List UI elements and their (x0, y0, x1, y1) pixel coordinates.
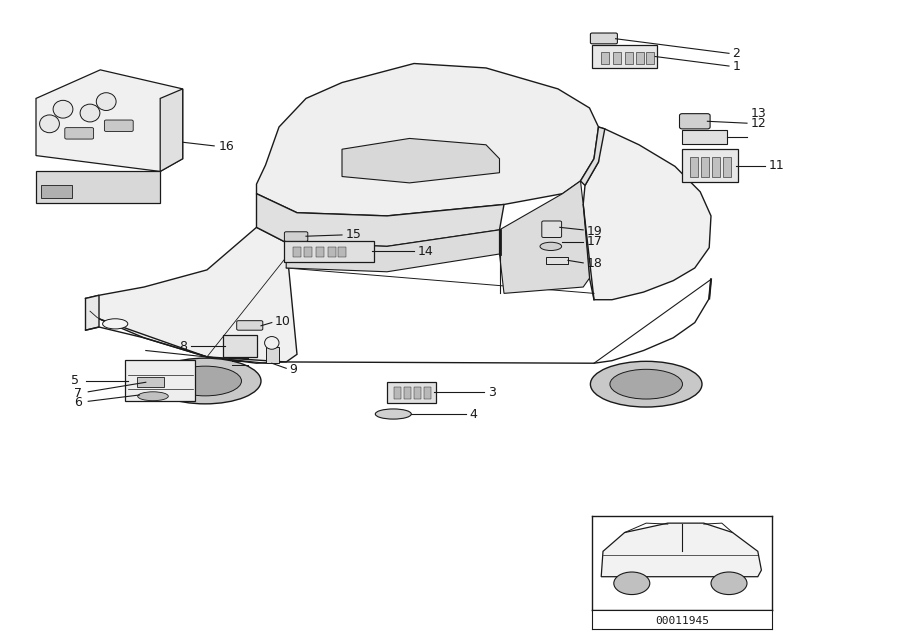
Ellipse shape (149, 358, 261, 404)
Text: 11: 11 (769, 159, 785, 172)
Bar (394, 387, 401, 399)
Text: 19: 19 (587, 225, 603, 237)
Bar (682, 130, 727, 144)
Text: 12: 12 (751, 117, 767, 130)
Text: 10: 10 (274, 315, 291, 328)
Bar (613, 52, 621, 64)
Polygon shape (256, 64, 598, 216)
Polygon shape (583, 127, 711, 300)
Ellipse shape (96, 93, 116, 110)
Text: 3: 3 (488, 386, 496, 399)
FancyBboxPatch shape (284, 241, 373, 262)
Bar (424, 387, 431, 399)
Bar (636, 52, 644, 64)
Ellipse shape (103, 319, 128, 329)
Polygon shape (86, 227, 297, 363)
Bar (316, 247, 324, 257)
Bar (625, 52, 633, 64)
FancyBboxPatch shape (223, 335, 256, 357)
FancyBboxPatch shape (65, 128, 94, 139)
Bar (266, 347, 279, 363)
Polygon shape (500, 181, 590, 293)
FancyBboxPatch shape (590, 33, 617, 44)
Ellipse shape (40, 115, 59, 133)
Polygon shape (286, 230, 500, 272)
Text: 17: 17 (587, 236, 603, 248)
Text: 1: 1 (733, 60, 741, 73)
Text: 15: 15 (346, 229, 362, 241)
Ellipse shape (614, 572, 650, 594)
Ellipse shape (138, 392, 168, 401)
FancyBboxPatch shape (104, 120, 133, 131)
Ellipse shape (540, 242, 562, 250)
Bar (546, 257, 568, 264)
FancyBboxPatch shape (542, 221, 562, 237)
Text: 6: 6 (74, 396, 82, 409)
Bar (304, 247, 312, 257)
Ellipse shape (265, 337, 279, 349)
Bar (723, 157, 731, 177)
Bar (137, 377, 164, 387)
Polygon shape (580, 127, 605, 185)
Text: 13: 13 (751, 107, 767, 119)
Ellipse shape (169, 366, 241, 396)
Text: 8: 8 (179, 340, 187, 352)
Bar (712, 157, 720, 177)
Polygon shape (160, 89, 183, 171)
Ellipse shape (590, 361, 702, 407)
Polygon shape (601, 523, 761, 577)
Polygon shape (256, 194, 504, 246)
FancyBboxPatch shape (682, 149, 738, 182)
Text: 18: 18 (587, 257, 603, 270)
FancyBboxPatch shape (284, 232, 308, 241)
Text: 2: 2 (733, 48, 741, 60)
Polygon shape (36, 171, 160, 203)
Polygon shape (36, 70, 183, 171)
Bar (328, 247, 336, 257)
Text: 4: 4 (470, 408, 478, 420)
FancyBboxPatch shape (387, 382, 436, 403)
Text: 7: 7 (74, 387, 82, 399)
Text: 5: 5 (71, 375, 79, 387)
Ellipse shape (375, 409, 411, 419)
FancyBboxPatch shape (125, 360, 195, 401)
Polygon shape (86, 295, 99, 330)
Bar (414, 387, 421, 399)
FancyBboxPatch shape (680, 114, 710, 129)
Bar (601, 52, 609, 64)
Ellipse shape (80, 104, 100, 122)
Text: 14: 14 (418, 245, 434, 258)
Ellipse shape (610, 370, 682, 399)
Bar (292, 247, 301, 257)
Bar (690, 157, 698, 177)
Polygon shape (342, 138, 500, 183)
Bar (40, 185, 72, 198)
Ellipse shape (711, 572, 747, 594)
Bar (338, 247, 346, 257)
Bar (646, 52, 654, 64)
Text: 9: 9 (289, 363, 297, 376)
Ellipse shape (53, 100, 73, 118)
Bar (404, 387, 411, 399)
FancyBboxPatch shape (237, 321, 263, 330)
Text: 00011945: 00011945 (655, 616, 709, 626)
FancyBboxPatch shape (592, 45, 657, 68)
Bar (701, 157, 709, 177)
Text: 16: 16 (219, 140, 234, 153)
